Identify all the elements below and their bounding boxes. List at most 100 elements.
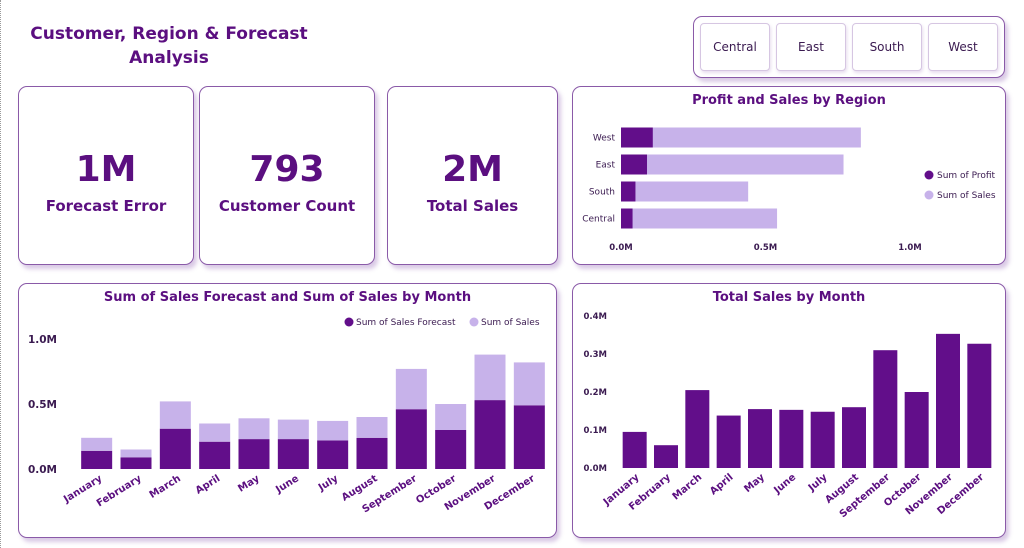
region-bar-chart: West East South Central 0.0M 0.5M 1.0M Sum of P…: [582, 127, 996, 253]
kpi-card-total-sales: 2M Total Sales: [387, 86, 558, 265]
kpi-value: 2M: [442, 149, 503, 190]
sales-bar: [904, 392, 929, 468]
x-tick-label: April: [708, 472, 736, 498]
y-tick-label: 0.0M: [583, 464, 607, 474]
sales-bar: [810, 411, 835, 468]
sales-bar: [435, 404, 467, 430]
x-tick-label: July: [806, 472, 830, 495]
chart-title: Total Sales by Month: [712, 290, 866, 305]
sales-bar: [716, 415, 741, 468]
sales-bar: [277, 419, 309, 440]
slicer-option-east[interactable]: East: [776, 23, 846, 71]
forecast-bar: [435, 430, 467, 469]
sales-bar: [238, 418, 270, 440]
y-tick-label: 0.1M: [583, 426, 607, 436]
dashboard-title: Customer, Region & Forecast Analysis: [30, 24, 308, 68]
forecast-chart-card: Sum of Sales Forecast and Sum of Sales b…: [18, 283, 557, 538]
chart-title: Sum of Sales Forecast and Sum of Sales b…: [103, 290, 472, 305]
region-slicer: Central East South West: [693, 16, 1005, 78]
sales-bar: [81, 437, 113, 451]
legend-marker: [924, 190, 934, 200]
sales-bar: [936, 333, 960, 468]
x-tick-label: July: [316, 473, 341, 494]
x-tick-label: April: [194, 473, 222, 496]
category-label: Central: [582, 215, 615, 225]
sales-bar: [317, 420, 349, 441]
forecast-bar: [277, 439, 309, 469]
legend-marker: [469, 317, 479, 327]
sales-bar: [356, 417, 388, 438]
y-tick-label: 0.4M: [583, 312, 607, 322]
sales-bar: [474, 354, 506, 401]
y-tick-label: 1.0M: [28, 334, 57, 346]
sales-bar: [120, 449, 152, 458]
profit-bar: [621, 208, 633, 229]
legend-label: Sum of Sales Forecast: [356, 318, 456, 328]
x-tick-label: May: [742, 472, 767, 495]
kpi-label: Customer Count: [218, 197, 356, 215]
forecast-bar: [395, 409, 427, 469]
sales-bar: [654, 445, 678, 468]
sales-bar: [967, 343, 992, 468]
forecast-bar: [238, 439, 270, 469]
category-label: West: [593, 134, 616, 144]
total-sales-chart-card: Total Sales by Month 0.0M 0.1M 0.2M 0.3M 0.4…: [572, 283, 1006, 538]
x-tick-label: June: [771, 472, 798, 497]
legend-label: Sum of Sales: [937, 191, 996, 201]
category-label: East: [596, 161, 616, 171]
kpi-value: 793: [249, 149, 325, 190]
legend-marker: [344, 317, 354, 327]
sales-bar: [395, 368, 427, 410]
chart-title: Profit and Sales by Region: [692, 93, 886, 108]
legend-marker: [924, 170, 934, 180]
y-tick-label: 0.2M: [583, 388, 607, 398]
slicer-option-south[interactable]: South: [852, 23, 922, 71]
x-tick-label: February: [95, 473, 144, 509]
profit-bar: [621, 154, 648, 175]
slicer-option-central[interactable]: Central: [700, 23, 770, 71]
y-tick-label: 0.0M: [28, 464, 57, 476]
category-label: South: [589, 188, 615, 198]
page-border: [0, 0, 2, 548]
x-tick-label: March: [148, 473, 183, 501]
sales-bar: [622, 431, 647, 468]
y-tick-label: 0.3M: [583, 350, 607, 360]
y-tick-label: 0.5M: [28, 399, 57, 411]
legend-label: Sum of Profit: [937, 171, 996, 181]
slicer-option-west[interactable]: West: [928, 23, 998, 71]
kpi-value: 1M: [75, 149, 137, 190]
sales-bar: [842, 407, 866, 468]
sales-bar: [199, 423, 231, 442]
sales-bar: [748, 409, 772, 468]
sales-bar: [621, 208, 778, 229]
kpi-label: Forecast Error: [45, 197, 167, 215]
sales-bar: [779, 409, 804, 468]
x-tick-label: March: [671, 472, 705, 503]
profit-bar: [621, 127, 653, 148]
region-chart-card: Profit and Sales by Region West East South…: [572, 86, 1006, 265]
forecast-bar: [159, 428, 191, 469]
forecast-bar: [317, 440, 349, 469]
sales-bar: [621, 154, 844, 175]
forecast-bar: [356, 437, 388, 469]
total-sales-bar-chart: 0.0M0.1M0.2M0.3M0.4MJanuaryFebruaryMarch…: [583, 312, 992, 520]
kpi-card-customer-count: 793 Customer Count: [199, 86, 375, 265]
x-tick-label: 0.5M: [754, 243, 778, 253]
sales-bar: [159, 401, 191, 429]
forecast-bar: [81, 450, 113, 469]
x-tick-label: June: [273, 473, 301, 496]
sales-bar: [873, 350, 898, 468]
forecast-bar: [199, 441, 231, 469]
forecast-bar: [474, 400, 506, 469]
forecast-bar: [513, 405, 545, 469]
forecast-bar: [120, 457, 152, 469]
x-tick-label: May: [236, 473, 262, 495]
profit-bar: [621, 181, 636, 202]
legend-label: Sum of Sales: [481, 318, 540, 328]
kpi-card-forecast-error: 1M Forecast Error: [18, 86, 194, 265]
sales-bar: [685, 390, 710, 468]
sales-bar: [621, 127, 861, 148]
sales-bar: [513, 362, 545, 406]
x-tick-label: 1.0M: [898, 243, 922, 253]
